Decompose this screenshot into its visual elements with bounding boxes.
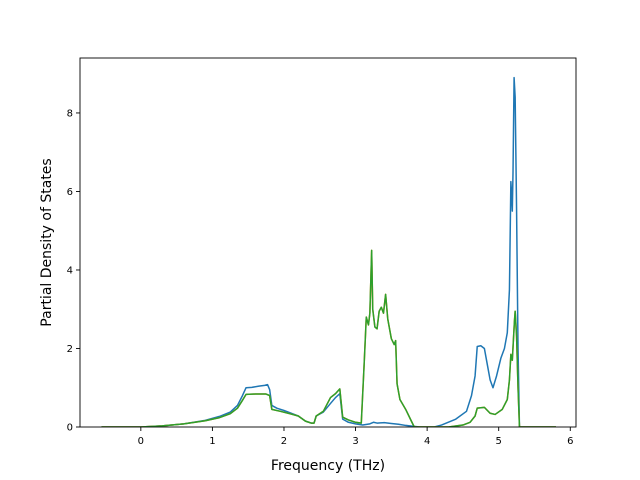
series-layer — [101, 76, 556, 427]
y-tick-label: 6 — [67, 187, 73, 198]
x-tick-label: 1 — [209, 436, 215, 447]
x-tick-label: 2 — [281, 436, 287, 447]
y-tick-label: 8 — [67, 108, 73, 119]
y-axis-label: Partial Density of States — [39, 158, 55, 326]
x-tick-label: 6 — [567, 436, 573, 447]
y-tick-label: 2 — [67, 344, 73, 355]
y-tick-label: 4 — [67, 265, 73, 276]
x-axis-ticks: 0 1 2 3 4 5 6 — [138, 427, 573, 447]
series-line-3 — [101, 249, 556, 427]
x-tick-label: 0 — [138, 436, 144, 447]
x-axis-label: Frequency (THz) — [271, 458, 385, 474]
x-tick-label: 5 — [496, 436, 502, 447]
x-tick-label: 4 — [424, 436, 430, 447]
plot-frame — [79, 57, 577, 428]
y-axis-ticks: 0 2 4 6 8 — [67, 108, 80, 434]
y-tick-label: 0 — [67, 423, 73, 434]
x-tick-label: 3 — [352, 436, 358, 447]
series-line-1 — [101, 76, 556, 427]
